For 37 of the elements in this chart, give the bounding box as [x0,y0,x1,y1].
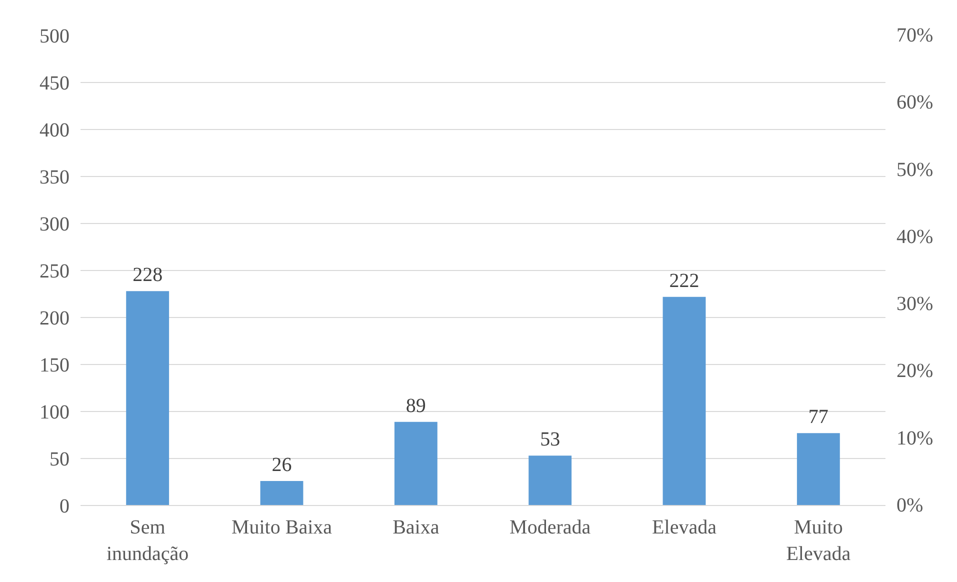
data-label: 53 [540,428,560,451]
y2-tick-label: 30% [896,293,934,316]
x-tick-label: Elevada [652,516,717,538]
y2-tick-label: 10% [896,427,934,450]
y-tick-label: 350 [40,166,70,188]
bar [528,456,572,506]
bar [126,291,170,506]
bar [260,481,304,506]
y2-tick-label: 70% [896,24,934,46]
y-tick-label: 100 [40,402,70,424]
data-label: 228 [132,264,163,286]
bar [662,296,706,506]
y2-tick-label: 20% [896,360,934,382]
y-tick-label: 500 [40,26,70,48]
bar [394,422,438,506]
y2-tick-label: 50% [896,158,934,181]
y-tick-label: 400 [40,120,70,142]
y-tick-label: 450 [40,72,70,94]
y2-tick-label: 0% [896,494,924,516]
x-tick-label: Moderada [510,516,591,538]
data-label: 89 [406,394,426,417]
y-tick-label: 250 [40,260,70,282]
y-tick-label: 200 [40,308,70,330]
data-label: 26 [272,454,292,476]
y-tick-label: 300 [40,214,70,236]
y-tick-label: 150 [40,354,70,376]
y2-tick-label: 60% [896,92,934,114]
y-tick-label: 50 [50,448,70,470]
data-label: 77 [808,406,828,428]
bar [796,433,840,506]
data-label: 222 [669,270,700,292]
x-tick-label: Muito Elevada [786,516,851,565]
x-tick-label: Muito Baixa [231,516,332,538]
y-tick-label: 0 [60,496,70,518]
x-tick-label: Baixa [392,516,440,538]
x-tick-label: Sem inundação [106,516,189,565]
y2-tick-label: 40% [896,226,934,248]
